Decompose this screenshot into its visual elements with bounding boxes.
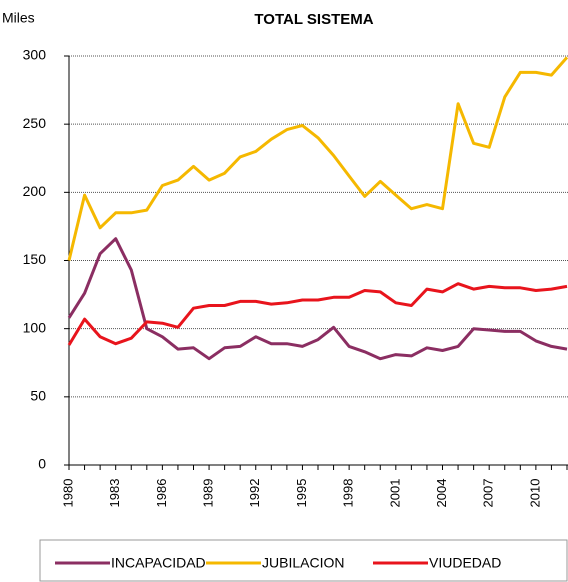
legend-box xyxy=(39,539,568,582)
series-line xyxy=(67,282,568,346)
x-tick-label: 1989 xyxy=(201,479,216,508)
series-line xyxy=(67,237,568,361)
legend-label: INCAPACIDAD xyxy=(111,555,206,571)
y-tick-label: 300 xyxy=(23,47,47,63)
x-tick-label: 1980 xyxy=(60,479,75,508)
x-tick-label: 1995 xyxy=(294,479,309,508)
y-tick-label: 250 xyxy=(23,115,47,131)
x-tick-label: 2001 xyxy=(387,479,402,508)
x-tick-label: 2004 xyxy=(434,479,449,508)
x-tick-label: 1992 xyxy=(247,479,262,508)
y-tick-label: 100 xyxy=(23,319,47,335)
series-line xyxy=(67,56,568,261)
x-tick-label: 2007 xyxy=(481,479,496,508)
y-tick-label: 150 xyxy=(23,251,47,267)
x-tick-label: 1983 xyxy=(107,479,122,508)
x-tick-label: 1986 xyxy=(154,479,169,508)
x-tick-label: 1998 xyxy=(341,479,356,508)
y-axis-label: Miles xyxy=(2,10,35,26)
legend-label: VIUDEDAD xyxy=(429,555,501,571)
y-tick-label: 0 xyxy=(38,456,46,472)
x-tick-label: 2010 xyxy=(527,479,542,508)
chart-title: TOTAL SISTEMA xyxy=(254,11,373,28)
y-tick-label: 50 xyxy=(30,388,46,404)
y-tick-label: 200 xyxy=(23,183,47,199)
legend-label: JUBILACION xyxy=(262,555,344,571)
